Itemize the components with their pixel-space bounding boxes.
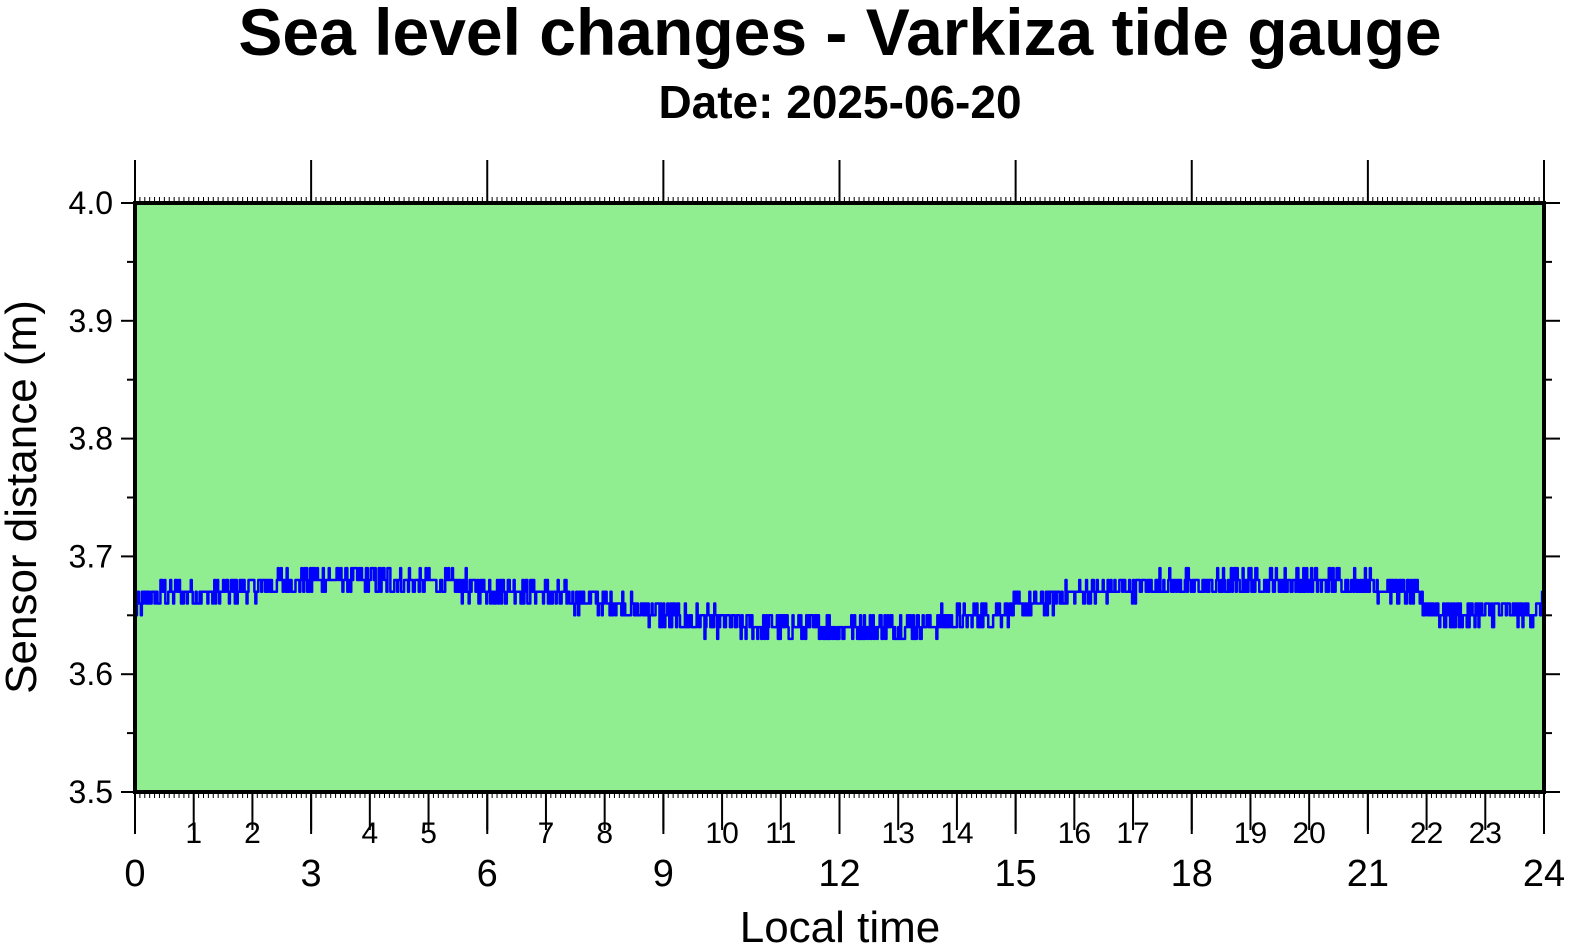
x-minor-tick-label: 19 xyxy=(1234,817,1267,850)
x-major-tick-label: 21 xyxy=(1347,853,1389,895)
y-tick-label: 3.5 xyxy=(69,774,113,810)
x-minor-tick-label: 14 xyxy=(940,817,973,850)
x-minor-tick-label: 20 xyxy=(1292,817,1325,850)
y-tick-label: 3.9 xyxy=(69,303,113,339)
x-major-tick-label: 24 xyxy=(1523,853,1565,895)
x-minor-tick-label: 13 xyxy=(882,817,915,850)
y-tick-label: 4.0 xyxy=(69,185,113,221)
x-axis-title: Local time xyxy=(740,903,941,950)
plot-frame xyxy=(133,201,1546,794)
x-minor-tick-label: 5 xyxy=(420,817,437,850)
x-major-tick-label: 3 xyxy=(301,853,322,895)
x-minor-tick-label: 1 xyxy=(185,817,202,850)
x-minor-tick-label: 16 xyxy=(1058,817,1091,850)
x-minor-tick-label: 2 xyxy=(244,817,261,850)
x-major-tick-label: 6 xyxy=(477,853,498,895)
x-minor-tick-label: 17 xyxy=(1116,817,1149,850)
x-major-tick-label: 15 xyxy=(994,853,1036,895)
x-major-tick-label: 12 xyxy=(818,853,860,895)
x-major-tick-label: 9 xyxy=(653,853,674,895)
x-major-tick-label: 0 xyxy=(124,853,145,895)
chart-subtitle: Date: 2025-06-20 xyxy=(658,76,1021,128)
x-minor-tick-label: 10 xyxy=(705,817,738,850)
x-minor-tick-label: 7 xyxy=(538,817,555,850)
y-tick-label: 3.7 xyxy=(69,538,113,574)
y-axis-title: Sensor distance (m) xyxy=(0,300,46,694)
x-minor-tick-label: 22 xyxy=(1410,817,1443,850)
x-minor-tick-label: 8 xyxy=(596,817,613,850)
y-tick-label: 3.6 xyxy=(69,656,113,692)
x-major-tick-label: 18 xyxy=(1171,853,1213,895)
plot-area xyxy=(135,203,1544,792)
axis-labels: 1 2 4 5 7 8 10 11 13 14 16 17 19 20 22 230 3 6 9 12 15 18 21 24… xyxy=(69,185,1566,895)
y-tick-label: 3.8 xyxy=(69,421,113,457)
x-minor-tick-label: 11 xyxy=(765,817,796,850)
chart-title: Sea level changes - Varkiza tide gauge xyxy=(238,0,1441,69)
series-line xyxy=(134,566,1545,641)
x-minor-tick-label: 4 xyxy=(361,817,378,850)
x-minor-tick-label: 23 xyxy=(1469,817,1502,850)
